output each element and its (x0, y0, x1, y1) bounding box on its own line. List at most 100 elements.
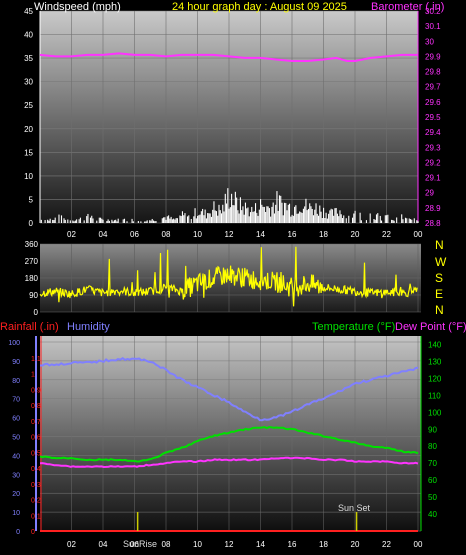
windspeed-bar (307, 208, 310, 223)
windspeed-bar (163, 217, 165, 223)
windspeed-bar (266, 206, 268, 223)
temp-tick-label: 120 (428, 374, 442, 383)
windspeed-bar (53, 220, 55, 223)
windspeed-bar (406, 218, 408, 223)
humidity-tick-label: 100 (8, 340, 20, 347)
windspeed-bar (285, 203, 287, 223)
windspeed-bar (401, 214, 403, 223)
windspeed-bar (272, 202, 274, 223)
windspeed-bar (271, 206, 273, 223)
windspeed-bar (319, 205, 321, 223)
windspeed-bar (140, 221, 142, 223)
windspeed-bar (242, 206, 244, 223)
temperature-title: Temperature (°F) (312, 321, 395, 333)
wind-x-tick-label: 18 (319, 230, 328, 239)
windspeed-bar (223, 211, 225, 223)
windspeed-bar (63, 218, 65, 223)
windspeed-bar (174, 219, 176, 223)
rain-tick-label: 0.6 (31, 435, 41, 442)
windspeed-bar (241, 210, 243, 223)
windspeed-bar (229, 207, 231, 223)
windspeed-bar (278, 195, 281, 223)
baro-tick-label: 29.2 (425, 158, 441, 167)
windspeed-bar (396, 217, 398, 223)
windspeed-bar (144, 221, 146, 223)
wind-tick-label: 40 (24, 31, 33, 40)
rain-tick-label: 0.2 (31, 498, 41, 505)
wind-tick-label: 35 (24, 54, 33, 63)
windspeed-bar (343, 215, 345, 223)
windspeed-bar (353, 213, 355, 223)
direction-tick-label: 180 (25, 274, 39, 283)
windspeed-bar (132, 221, 134, 223)
temp-tick-label: 100 (428, 408, 442, 417)
windspeed-bar (198, 215, 200, 223)
windspeed-bar (209, 213, 211, 223)
windspeed-bar (324, 218, 326, 223)
windspeed-bar (386, 215, 388, 223)
windspeed-bar (375, 214, 378, 223)
windspeed-bar (179, 215, 181, 223)
windspeed-bar (270, 216, 272, 223)
windspeed-bar (384, 215, 386, 223)
windspeed-bar (296, 213, 298, 223)
windspeed-bar (79, 217, 81, 223)
windspeed-bar (329, 210, 331, 223)
windspeed-bar (286, 210, 288, 223)
windspeed-bar (263, 206, 265, 223)
windspeed-bar (333, 215, 335, 223)
windspeed-bar (354, 210, 356, 223)
windspeed-bar (161, 218, 163, 223)
windspeed-bar (83, 220, 85, 223)
humidity-tick-label: 80 (12, 378, 20, 385)
windspeed-bar (115, 219, 117, 223)
windspeed-bar (258, 209, 260, 223)
windspeed-bar (184, 213, 186, 223)
windspeed-bar (413, 218, 415, 223)
axis-tick-labels: 05101520253035404528.828.92929.129.229.3… (8, 7, 442, 549)
windspeed-bar (165, 219, 167, 223)
rain-tick-label: 0.5 (31, 450, 41, 457)
windspeed-bar (205, 218, 207, 223)
windspeed-bar (126, 221, 128, 223)
windspeed-bar (217, 215, 219, 223)
temp-tick-label: 70 (428, 459, 437, 468)
wind-tick-label: 30 (24, 78, 33, 87)
wind-dir-label-s: S (435, 271, 443, 285)
windspeed-bar (246, 208, 248, 223)
windspeed-bar (180, 216, 182, 223)
humidity-tick-label: 90 (12, 359, 20, 366)
direction-tick-label: 0 (34, 308, 39, 317)
windspeed-bar (52, 219, 54, 223)
windspeed-bar (253, 211, 255, 223)
windspeed-bar (409, 219, 412, 223)
windspeed-bar (69, 220, 71, 223)
windspeed-bar (204, 209, 206, 223)
rain-tick-label: 0.9 (31, 387, 41, 394)
barometer-line (39, 52, 418, 62)
wind-x-tick-label: 10 (193, 230, 202, 239)
windspeed-bar (231, 193, 233, 223)
sunset-label: Sun Set (338, 503, 371, 513)
windspeed-bar (252, 211, 254, 223)
windspeed-bar (146, 220, 148, 223)
windspeed-bar (207, 213, 209, 223)
temp-tick-label: 80 (428, 442, 437, 451)
baro-tick-label: 30 (425, 37, 434, 46)
windspeed-bar (352, 217, 354, 223)
rain-tick-label: 1.1 (31, 356, 41, 363)
windspeed-bars (40, 188, 419, 223)
windspeed-bar (328, 213, 330, 223)
baro-tick-label: 29.9 (425, 52, 441, 61)
windspeed-bar (164, 217, 166, 223)
windspeed-bar (310, 206, 312, 223)
wind-dir-label-n2: N (435, 303, 444, 317)
windspeed-bar (219, 210, 221, 223)
windspeed-bar (155, 221, 157, 223)
windspeed-bar (48, 220, 50, 223)
wind-x-tick-label: 06 (130, 230, 139, 239)
wind-dir-label-n1: N (435, 238, 444, 252)
windspeed-bar (151, 218, 153, 223)
rain-tick-label: 0.3 (31, 482, 41, 489)
